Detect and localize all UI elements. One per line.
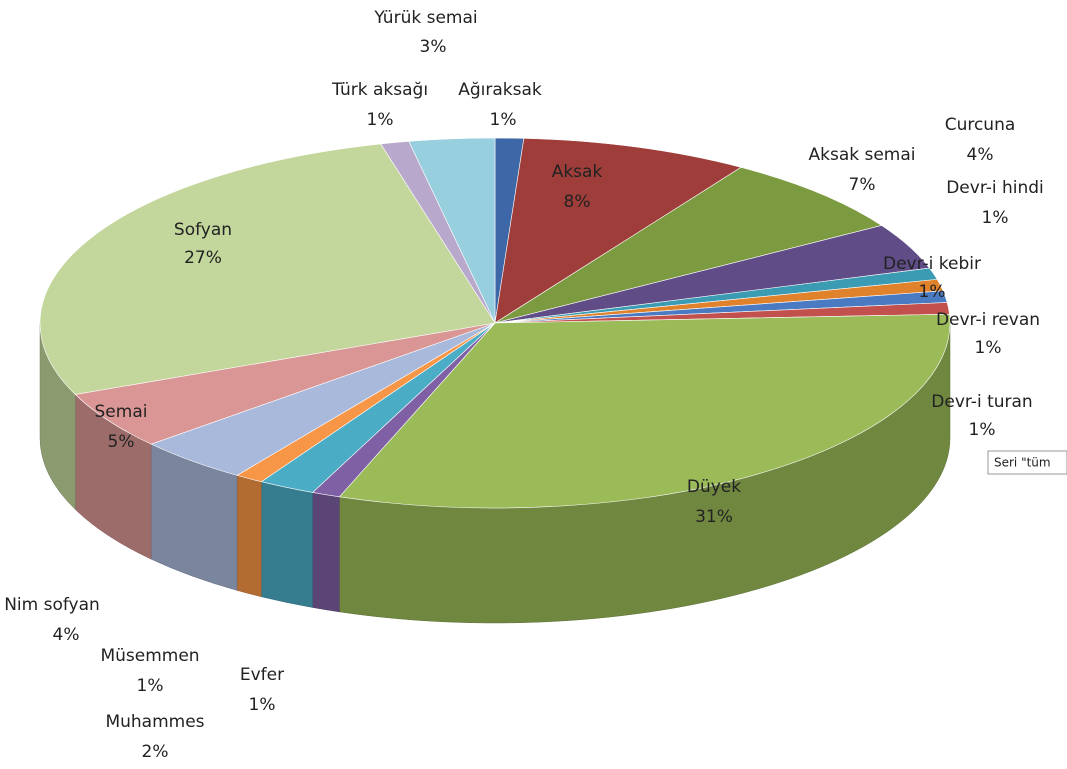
slice-label: Nim sofyan	[4, 595, 100, 615]
slice-side	[261, 481, 313, 608]
slice-label: Aksak semai	[808, 145, 915, 165]
slice-label: Yürük semai	[373, 8, 477, 28]
value-label: 4%	[53, 625, 80, 645]
slice-label: Devr-i hindi	[946, 178, 1044, 198]
value-label: 3%	[420, 37, 447, 57]
value-label: 2%	[142, 742, 169, 762]
slice-label: Ağıraksak	[458, 80, 542, 100]
value-label: 1%	[969, 420, 996, 440]
value-label: 7%	[849, 175, 876, 195]
slice-label: Curcuna	[945, 115, 1016, 135]
slice	[408, 137, 496, 324]
slice-label: Devr-i turan	[931, 392, 1032, 412]
tooltip-box	[987, 450, 1067, 475]
value-label: 31%	[695, 507, 733, 527]
slice-label: Sofyan	[174, 220, 232, 240]
value-label: 1%	[137, 676, 164, 696]
slice-label: Müsemmen	[100, 646, 199, 666]
value-label: 1%	[919, 282, 946, 302]
value-label: 1%	[249, 695, 276, 715]
pie-sides	[39, 322, 951, 624]
pie-tops	[39, 137, 951, 509]
data-labels: Ağıraksak 1% Aksak 8% Aksak semai 7% Curcuna 4%…	[4, 8, 1044, 762]
slice-label: Düyek	[687, 477, 741, 497]
value-label: 1%	[367, 110, 394, 130]
value-label: 5%	[108, 432, 135, 452]
slice-label: Aksak	[552, 162, 603, 182]
slice-label: Devr-i kebir	[883, 254, 981, 274]
slice-side	[236, 475, 262, 598]
slice-label: Devr-i revan	[936, 310, 1040, 330]
slice	[74, 322, 496, 445]
slice	[39, 143, 496, 395]
slice-label: Semai	[95, 402, 148, 422]
tooltip: Seri "tüm	[994, 456, 1051, 470]
value-label: 1%	[982, 208, 1009, 228]
slice-label: Evfer	[240, 665, 284, 685]
slice	[494, 167, 883, 324]
slice-label: Muhammes	[105, 712, 204, 732]
value-label: 1%	[490, 110, 517, 130]
slice	[494, 138, 742, 324]
slice-label: Türk aksağı	[331, 80, 428, 100]
value-label: 8%	[564, 192, 591, 212]
value-label: 4%	[967, 145, 994, 165]
value-label: 27%	[184, 248, 222, 268]
slice	[338, 313, 951, 509]
value-label: 1%	[975, 338, 1002, 358]
slice-side	[312, 492, 340, 613]
